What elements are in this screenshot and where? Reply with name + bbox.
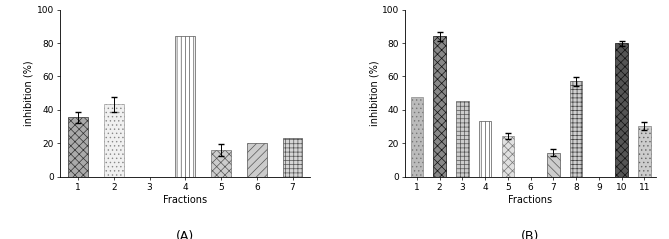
X-axis label: Fractions: Fractions <box>508 195 553 205</box>
Bar <box>502 136 514 177</box>
Text: (B): (B) <box>521 230 540 239</box>
Bar <box>175 36 195 177</box>
Bar <box>411 97 423 177</box>
Bar <box>68 118 88 177</box>
Bar <box>570 81 582 177</box>
Bar <box>479 121 491 177</box>
Bar <box>434 36 446 177</box>
Bar <box>547 153 559 177</box>
Bar <box>615 43 628 177</box>
X-axis label: Fractions: Fractions <box>163 195 207 205</box>
Y-axis label: inhibition (%): inhibition (%) <box>369 60 379 126</box>
Bar <box>283 138 302 177</box>
Text: (A): (A) <box>176 230 195 239</box>
Bar <box>638 126 650 177</box>
Bar <box>456 101 468 177</box>
Bar <box>211 150 231 177</box>
Y-axis label: inhibition (%): inhibition (%) <box>24 60 34 126</box>
Bar <box>247 142 267 177</box>
Bar <box>104 104 124 177</box>
